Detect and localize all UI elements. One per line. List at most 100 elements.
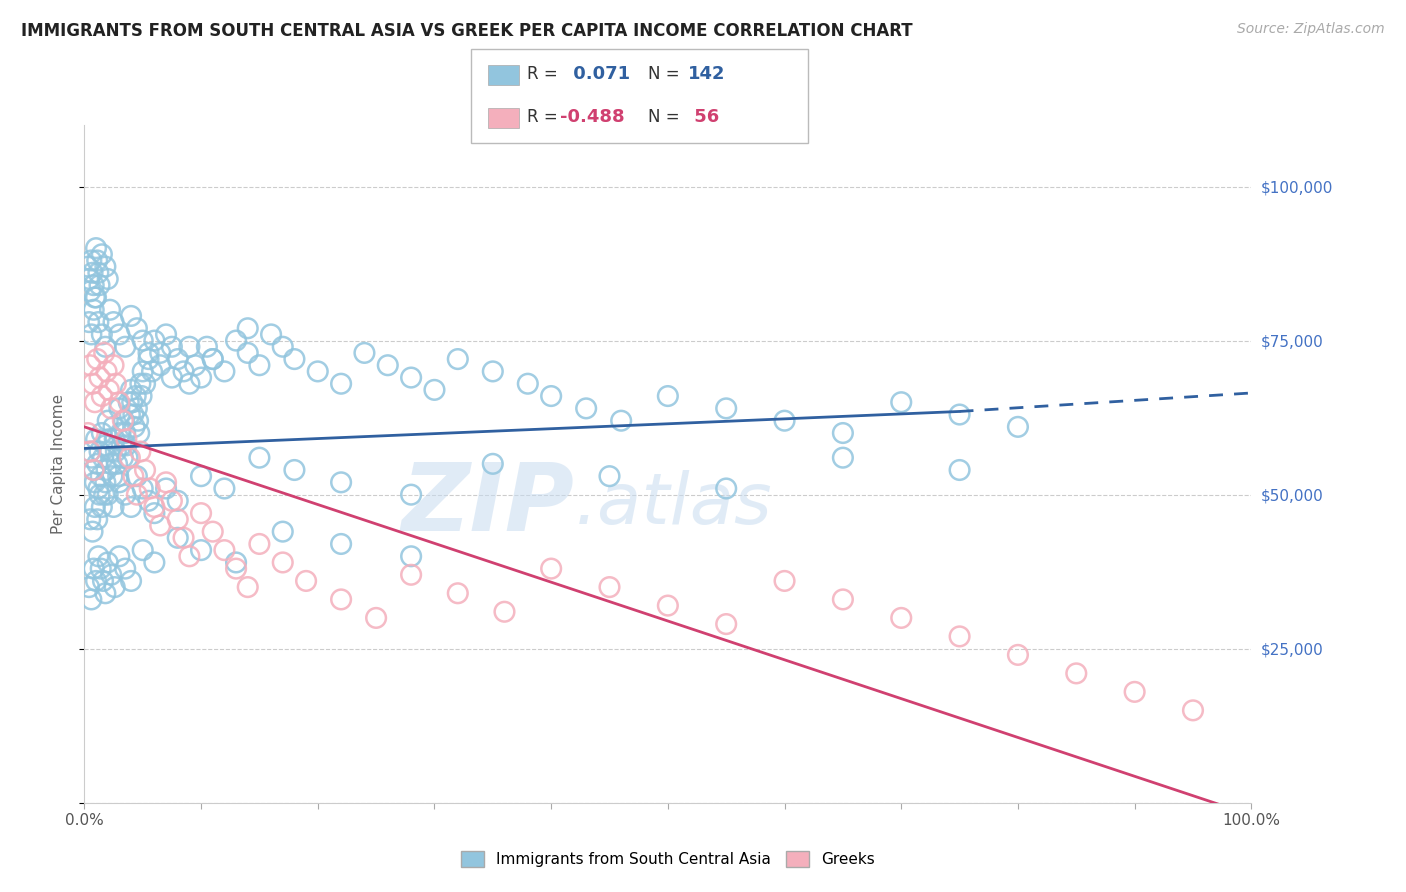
Y-axis label: Per Capita Income: Per Capita Income	[51, 393, 66, 534]
Point	[80, 327, 103, 342]
Point	[225, 561, 247, 575]
Point	[143, 556, 166, 570]
Point	[118, 395, 141, 409]
Point	[494, 605, 516, 619]
Point	[179, 549, 201, 564]
Point	[110, 425, 132, 440]
Point	[80, 592, 103, 607]
Point	[716, 617, 738, 632]
Point	[125, 401, 148, 416]
Point	[100, 457, 122, 471]
Point	[138, 352, 160, 367]
Point	[283, 352, 305, 367]
Point	[97, 488, 120, 502]
Point	[214, 482, 236, 496]
Point	[104, 444, 127, 458]
Point	[83, 500, 105, 514]
Point	[195, 340, 218, 354]
Point	[832, 592, 855, 607]
Point	[118, 408, 141, 422]
Text: -0.488: -0.488	[560, 108, 624, 126]
Point	[94, 438, 117, 452]
Point	[77, 272, 100, 286]
Point	[94, 340, 117, 354]
Point	[121, 395, 143, 409]
Point	[138, 482, 160, 496]
Point	[271, 340, 294, 354]
Point	[82, 524, 104, 539]
Point	[84, 290, 107, 304]
Point	[214, 543, 236, 558]
Point	[540, 561, 562, 575]
Point	[125, 389, 148, 403]
Point	[79, 444, 101, 458]
Point	[111, 438, 134, 452]
Point	[160, 493, 183, 508]
Point	[100, 401, 122, 416]
Point	[143, 334, 166, 348]
Point	[201, 524, 224, 539]
Point	[516, 376, 538, 391]
Point	[90, 561, 112, 575]
Point	[90, 500, 112, 514]
Point	[96, 463, 118, 477]
Point	[82, 266, 104, 280]
Point	[83, 463, 105, 477]
Point	[114, 561, 136, 575]
Point	[399, 488, 422, 502]
Point	[949, 463, 972, 477]
Point	[179, 340, 201, 354]
Point	[83, 278, 105, 293]
Point	[249, 537, 271, 551]
Point	[131, 389, 153, 403]
Point	[104, 376, 127, 391]
Point	[83, 395, 105, 409]
Point	[125, 488, 148, 502]
Point	[107, 469, 129, 483]
Point	[120, 383, 142, 397]
Point	[143, 500, 166, 514]
Point	[83, 463, 105, 477]
Point	[94, 260, 117, 274]
Point	[657, 599, 679, 613]
Point	[86, 352, 108, 367]
Point	[610, 414, 633, 428]
Point	[77, 580, 100, 594]
Point	[949, 408, 972, 422]
Point	[132, 364, 155, 378]
Point	[132, 482, 155, 496]
Point	[540, 389, 562, 403]
Point	[166, 352, 188, 367]
Point	[399, 370, 422, 384]
Point	[108, 549, 131, 564]
Point	[79, 285, 101, 299]
Point	[236, 580, 259, 594]
Point	[80, 450, 103, 465]
Point	[599, 580, 621, 594]
Point	[283, 463, 305, 477]
Point	[108, 475, 131, 490]
Point	[599, 469, 621, 483]
Point	[141, 364, 163, 378]
Point	[134, 376, 156, 391]
Point	[179, 376, 201, 391]
Point	[97, 432, 120, 446]
Point	[104, 432, 127, 446]
Point	[173, 531, 195, 545]
Point	[115, 438, 138, 452]
Point	[160, 370, 183, 384]
Point	[90, 327, 112, 342]
Point	[832, 450, 855, 465]
Point	[149, 518, 172, 533]
Point	[225, 334, 247, 348]
Point	[76, 260, 98, 274]
Point	[79, 512, 101, 526]
Point	[97, 383, 120, 397]
Point	[260, 327, 283, 342]
Point	[890, 395, 912, 409]
Point	[657, 389, 679, 403]
Point	[214, 364, 236, 378]
Text: Source: ZipAtlas.com: Source: ZipAtlas.com	[1237, 22, 1385, 37]
Point	[481, 457, 505, 471]
Point	[104, 580, 127, 594]
